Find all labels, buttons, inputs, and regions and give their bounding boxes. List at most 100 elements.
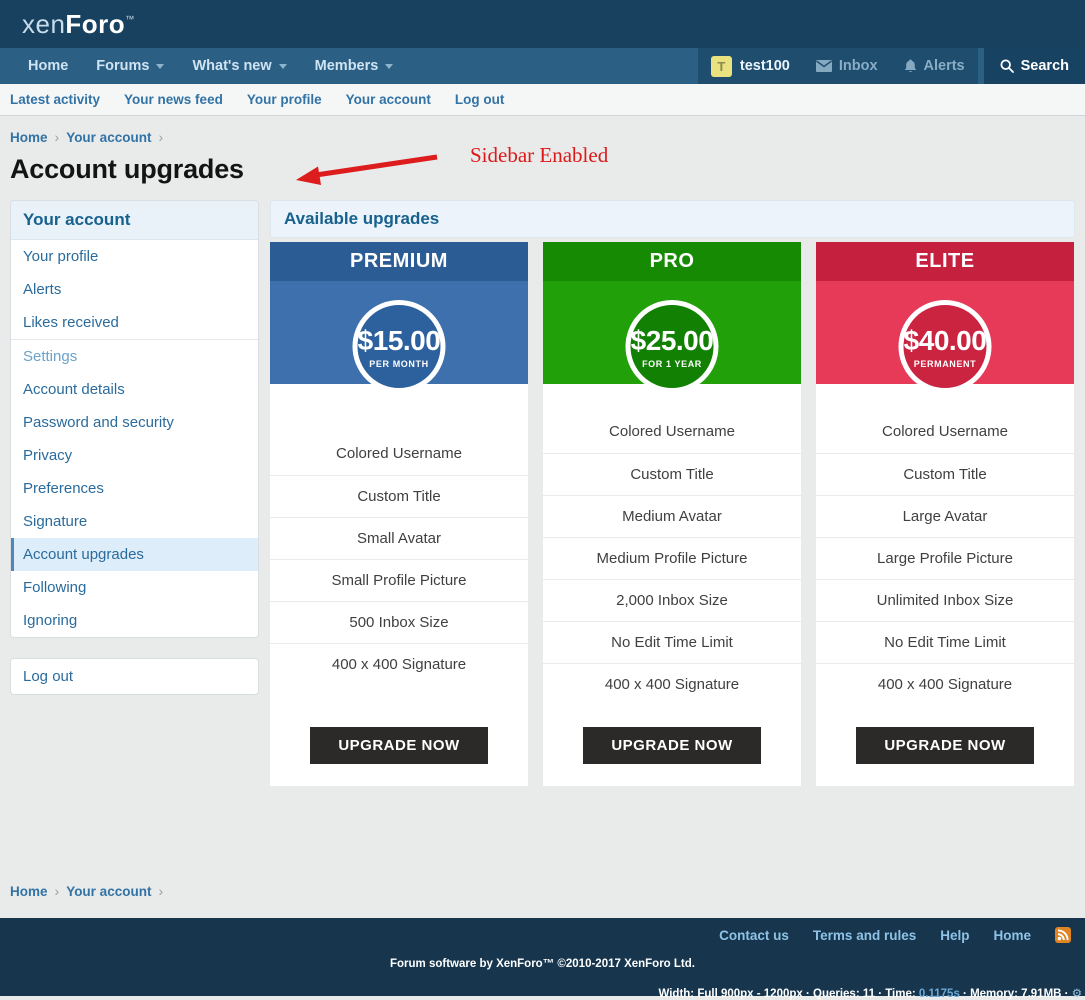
sidebar-item-alerts[interactable]: Alerts [23, 281, 62, 298]
button-row: UPGRADE NOW [543, 727, 801, 764]
inbox-tab[interactable]: Inbox [803, 48, 891, 84]
upgrade-now-button-pro[interactable]: UPGRADE NOW [583, 727, 761, 764]
breadcrumb-bottom: Home › Your account › [10, 883, 1085, 899]
feature-list: Colored Username Custom Title Large Avat… [816, 411, 1074, 705]
section-title: Available upgrades [270, 200, 1075, 238]
price-badge: $40.00 PERMANENT [898, 300, 992, 393]
upgrade-now-button-premium[interactable]: UPGRADE NOW [310, 727, 488, 764]
subnav-your-account[interactable]: Your account [345, 92, 431, 107]
feature-item: Unlimited Inbox Size [816, 579, 1074, 621]
breadcrumb: Home › Your account › [10, 129, 1085, 145]
account-nav-block: Your account Your profile Alerts Likes r… [10, 200, 259, 638]
logo-xen: xen [22, 8, 66, 39]
rss-icon[interactable] [1055, 927, 1071, 943]
subnav-your-news-feed[interactable]: Your news feed [124, 92, 223, 107]
plan-card-pro: PRO $25.00 FOR 1 YEAR Colored Username C… [543, 242, 801, 786]
plan-card-elite: ELITE $40.00 PERMANENT Colored Username … [816, 242, 1074, 786]
feature-item: 400 x 400 Signature [816, 663, 1074, 705]
price-amount: $15.00 [357, 324, 441, 356]
alerts-tab[interactable]: Alerts [891, 48, 978, 84]
chevron-down-icon [278, 63, 287, 69]
price-period: PER MONTH [369, 358, 429, 369]
feature-item: 400 x 400 Signature [543, 663, 801, 705]
breadcrumb-your-account[interactable]: Your account [66, 884, 152, 899]
bell-icon [904, 59, 917, 73]
footer-contact-us[interactable]: Contact us [719, 927, 789, 943]
chevron-down-icon [156, 63, 165, 69]
tab-members[interactable]: Members [301, 48, 408, 84]
search-icon [1000, 59, 1014, 73]
account-menu[interactable]: T test100 [698, 48, 803, 84]
subnav-log-out[interactable]: Log out [454, 92, 505, 107]
price-amount: $40.00 [903, 324, 987, 356]
feature-item: Custom Title [543, 453, 801, 495]
sidebar-item-account-upgrades[interactable]: Account upgrades [11, 538, 258, 571]
subnav: Latest activity Your news feed Your prof… [0, 84, 1085, 116]
envelope-icon [815, 60, 832, 72]
footer-help[interactable]: Help [940, 927, 970, 943]
breadcrumb-home[interactable]: Home [10, 884, 48, 899]
content-columns: Your account Your profile Alerts Likes r… [10, 200, 1075, 786]
sidebar-item-log-out[interactable]: Log out [23, 668, 74, 685]
breadcrumb-your-account[interactable]: Your account [66, 130, 152, 145]
price-band: $40.00 PERMANENT [816, 281, 1074, 393]
main-navbar: Home Forums What's new Members T test100… [0, 48, 1085, 84]
feature-item: Large Avatar [816, 495, 1074, 537]
subnav-latest-activity[interactable]: Latest activity [10, 92, 101, 107]
logo-trademark: ™ [125, 13, 135, 24]
tab-whats-new-label: What's new [192, 58, 272, 74]
xenforo-logo[interactable]: xenForo™ [22, 9, 135, 40]
avatar: T [710, 55, 732, 77]
logo-foro: Foro [65, 8, 126, 39]
feature-item: Colored Username [882, 423, 1008, 440]
sidebar-item-signature[interactable]: Signature [23, 513, 88, 530]
tab-home[interactable]: Home [14, 48, 82, 84]
sidebar-item-password-and-security[interactable]: Password and security [23, 414, 174, 431]
alerts-label: Alerts [923, 58, 965, 74]
price-period: FOR 1 YEAR [642, 358, 702, 369]
footer-home[interactable]: Home [993, 927, 1031, 943]
plan-name: ELITE [816, 242, 1074, 281]
gear-icon[interactable]: ⚙ [1071, 988, 1082, 1000]
feature-item: Small Profile Picture [270, 559, 528, 601]
price-period: PERMANENT [913, 358, 977, 369]
sidebar-item-privacy[interactable]: Privacy [23, 447, 73, 464]
breadcrumb-separator: › [158, 129, 164, 145]
plan-card-premium: PREMIUM $15.00 PER MONTH Colored Usernam… [270, 242, 528, 786]
feature-item: No Edit Time Limit [543, 621, 801, 663]
footer-links: Contact us Terms and rules Help Home [0, 918, 1085, 943]
tab-whats-new[interactable]: What's new [178, 48, 300, 84]
subnav-your-profile[interactable]: Your profile [246, 92, 322, 107]
sidebar-item-likes-received[interactable]: Likes received [23, 314, 119, 331]
sidebar-heading-settings: Settings [11, 339, 258, 373]
feature-item: Custom Title [270, 475, 528, 517]
price-amount: $25.00 [630, 324, 714, 356]
button-row: UPGRADE NOW [816, 727, 1074, 764]
debug-stats: Width: Full 900px - 1200px · Queries: 11… [658, 986, 1082, 1000]
tab-members-label: Members [314, 58, 379, 74]
debug-time-link[interactable]: 0.1175s [918, 988, 960, 1000]
search-button[interactable]: Search [983, 48, 1085, 84]
feature-item: Medium Avatar [543, 495, 801, 537]
tab-home-label: Home [28, 58, 69, 74]
copyright-text: Forum software by XenForo™ ©2010-2017 Xe… [390, 958, 695, 970]
visitor-tabs: T test100 Inbox Alerts [697, 48, 978, 84]
sidebar-item-following[interactable]: Following [23, 579, 87, 596]
sidebar-item-your-profile[interactable]: Your profile [23, 248, 99, 265]
page-title: Account upgrades [10, 154, 244, 184]
feature-item: Custom Title [816, 453, 1074, 495]
sidebar-item-ignoring[interactable]: Ignoring [23, 612, 78, 629]
plan-name: PRO [543, 242, 801, 281]
sidebar-item-preferences[interactable]: Preferences [23, 480, 104, 497]
breadcrumb-home[interactable]: Home [10, 130, 48, 145]
main-content: Available upgrades PREMIUM $15.00 PER MO… [270, 200, 1075, 786]
upgrade-now-button-elite[interactable]: UPGRADE NOW [856, 727, 1034, 764]
navbar-right: T test100 Inbox Alerts Search [697, 48, 1085, 84]
sidebar-item-account-details[interactable]: Account details [23, 381, 125, 398]
tab-forums[interactable]: Forums [82, 48, 178, 84]
inbox-label: Inbox [838, 58, 878, 74]
username: test100 [739, 58, 790, 74]
footer-terms-and-rules[interactable]: Terms and rules [812, 927, 917, 943]
feature-item: Large Profile Picture [816, 537, 1074, 579]
price-band: $25.00 FOR 1 YEAR [543, 281, 801, 393]
